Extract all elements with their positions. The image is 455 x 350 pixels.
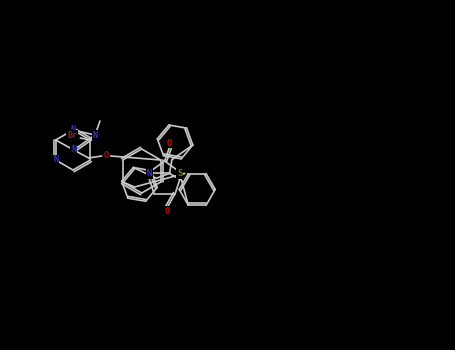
Text: N: N — [92, 131, 97, 140]
Text: O: O — [104, 152, 109, 161]
Text: N: N — [71, 146, 76, 154]
Text: N: N — [147, 169, 152, 178]
Text: Br: Br — [67, 131, 77, 140]
Text: N: N — [53, 155, 58, 164]
Text: S: S — [177, 169, 182, 178]
Text: O: O — [167, 139, 172, 147]
Text: O: O — [165, 207, 170, 216]
Text: N: N — [71, 126, 76, 134]
